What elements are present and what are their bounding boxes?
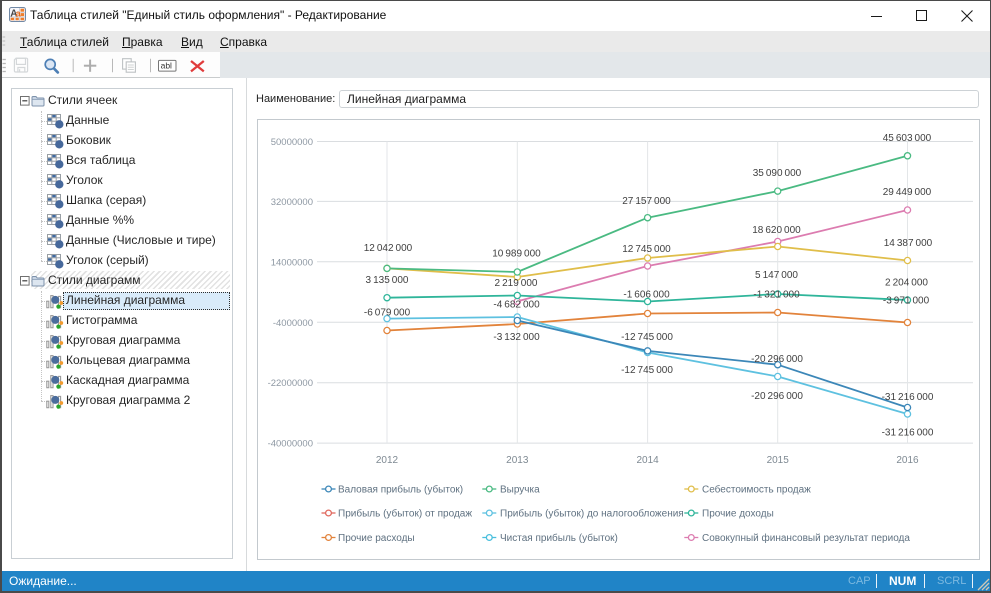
svg-text:Выручка: Выручка: [500, 485, 540, 496]
svg-text:Прочие расходы: Прочие расходы: [338, 533, 415, 544]
svg-text:Валовая прибыль (убыток): Валовая прибыль (убыток): [338, 484, 463, 496]
svg-text:2 219 000: 2 219 000: [495, 278, 538, 289]
svg-text:-1 606 000: -1 606 000: [623, 290, 670, 301]
svg-text:14 387 000: 14 387 000: [884, 238, 933, 249]
svg-text:18 620 000: 18 620 000: [752, 225, 801, 236]
svg-text:10 989 000: 10 989 000: [492, 249, 541, 260]
svg-text:Себестоимость продаж: Себестоимость продаж: [702, 484, 811, 496]
svg-text:2016: 2016: [896, 455, 919, 466]
svg-text:-12 745 000: -12 745 000: [621, 332, 673, 343]
svg-text:32000000: 32000000: [271, 197, 313, 208]
svg-text:a: a: [16, 8, 22, 18]
svg-text:A: A: [10, 8, 17, 19]
svg-text:-20 296 000: -20 296 000: [751, 391, 803, 402]
svg-text:-31 216 000: -31 216 000: [882, 392, 934, 403]
svg-text:2013: 2013: [506, 455, 529, 466]
svg-text:Прибыль (убыток) от продаж: Прибыль (убыток) от продаж: [338, 508, 472, 520]
svg-text:-1 321 000: -1 321 000: [753, 290, 800, 301]
svg-text:-3 971 000: -3 971 000: [883, 296, 930, 307]
svg-text:-20 296 000: -20 296 000: [751, 354, 803, 365]
svg-text:abl: abl: [161, 61, 172, 71]
svg-text:2 204 000: 2 204 000: [885, 278, 928, 289]
svg-text:50000000: 50000000: [271, 137, 313, 148]
svg-text:-4 682 000: -4 682 000: [493, 300, 540, 311]
svg-text:-3 132 000: -3 132 000: [493, 332, 540, 343]
svg-text:12 042 000: 12 042 000: [364, 243, 413, 254]
svg-text:12 745 000: 12 745 000: [622, 244, 671, 255]
svg-text:5 147 000: 5 147 000: [755, 270, 798, 281]
svg-text:2012: 2012: [376, 455, 399, 466]
svg-text:27 157 000: 27 157 000: [622, 196, 671, 207]
svg-text:-12 745 000: -12 745 000: [621, 365, 673, 376]
svg-text:29 449 000: 29 449 000: [883, 187, 932, 198]
svg-text:-6 079 000: -6 079 000: [364, 308, 411, 319]
svg-text:45 603 000: 45 603 000: [883, 133, 932, 144]
svg-text:14000000: 14000000: [271, 257, 313, 268]
svg-text:Прочие доходы: Прочие доходы: [702, 509, 774, 520]
svg-text:3 135 000: 3 135 000: [366, 275, 409, 286]
svg-text:Чистая прибыль (убыток): Чистая прибыль (убыток): [500, 532, 618, 544]
svg-text:2014: 2014: [636, 455, 659, 466]
svg-text:-22000000: -22000000: [268, 378, 313, 389]
svg-text:Прибыль (убыток) до налогообло: Прибыль (убыток) до налогообложения: [500, 508, 684, 520]
svg-text:2015: 2015: [767, 455, 790, 466]
svg-text:-4000000: -4000000: [273, 318, 313, 329]
svg-text:-31 216 000: -31 216 000: [882, 428, 934, 439]
svg-text:-40000000: -40000000: [268, 439, 313, 450]
svg-text:Совокупный финансовый результа: Совокупный финансовый результат периода: [702, 532, 910, 544]
svg-text:35 090 000: 35 090 000: [753, 168, 802, 179]
